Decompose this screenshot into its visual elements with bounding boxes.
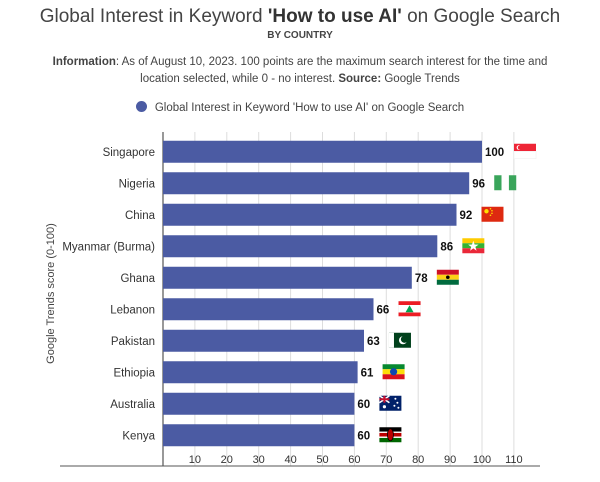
x-tick-label: 40 xyxy=(284,454,296,466)
bar[interactable] xyxy=(163,392,355,415)
value-label: 60 xyxy=(357,430,370,442)
flag-china-icon xyxy=(481,206,504,222)
flag-myanmar-icon xyxy=(462,238,485,254)
category-label: Ethiopia xyxy=(113,367,155,379)
category-label: Australia xyxy=(110,399,155,411)
x-tick-label: 50 xyxy=(316,454,328,466)
value-label: 61 xyxy=(361,367,374,379)
flag-singapore-icon xyxy=(513,143,537,159)
bar[interactable] xyxy=(163,298,374,321)
flag-ghana-icon xyxy=(436,269,459,285)
value-label: 63 xyxy=(367,336,380,348)
bar[interactable] xyxy=(163,203,457,226)
bar[interactable] xyxy=(163,172,470,195)
x-tick-label: 110 xyxy=(505,454,523,466)
bar[interactable] xyxy=(163,140,482,163)
y-axis-label: Google Trends score (0-100) xyxy=(45,223,57,364)
title-keyword: 'How to use AI' xyxy=(267,6,402,27)
category-label: Myanmar (Burma) xyxy=(62,241,155,253)
x-tick-label: 20 xyxy=(221,454,233,466)
chart-title: Global Interest in Keyword 'How to use A… xyxy=(39,6,561,27)
value-label: 60 xyxy=(357,399,370,411)
bar[interactable] xyxy=(163,329,364,352)
category-label: Pakistan xyxy=(111,336,155,348)
flag-australia-icon xyxy=(378,395,402,411)
chart-subtitle: BY COUNTRY xyxy=(267,30,333,41)
flag-lebanon-icon xyxy=(398,301,421,317)
bar[interactable] xyxy=(163,235,438,258)
value-label: 92 xyxy=(459,210,472,222)
value-label: 100 xyxy=(485,147,504,159)
value-label: 66 xyxy=(377,304,390,316)
legend-marker xyxy=(135,101,147,112)
chart-legend[interactable]: Global Interest in Keyword 'How to use A… xyxy=(0,101,600,114)
flag-nigeria-icon xyxy=(494,175,517,191)
x-tick-label: 10 xyxy=(189,454,201,466)
bar[interactable] xyxy=(163,361,358,384)
flag-ethiopia-icon xyxy=(382,364,405,380)
legend-label: Global Interest in Keyword 'How to use A… xyxy=(154,102,465,114)
x-tick-label: 100 xyxy=(473,454,491,466)
flag-pakistan-icon xyxy=(388,332,411,348)
x-tick-label: 60 xyxy=(348,454,360,466)
value-label: 96 xyxy=(472,178,485,190)
category-label: Singapore xyxy=(103,147,155,159)
category-label: Ghana xyxy=(120,273,155,285)
flag-kenya-icon xyxy=(379,427,402,443)
value-label: 86 xyxy=(440,241,453,253)
category-label: Lebanon xyxy=(110,304,155,316)
value-label: 78 xyxy=(415,273,428,285)
bar[interactable] xyxy=(163,266,412,289)
category-label: Kenya xyxy=(122,430,155,442)
x-tick-label: 30 xyxy=(253,454,265,466)
category-label: Nigeria xyxy=(119,178,156,190)
x-tick-label: 80 xyxy=(412,454,424,466)
chart-info: Information: As of August 10, 2023. 100 … xyxy=(52,56,548,85)
x-tick-label: 90 xyxy=(444,454,456,466)
category-label: China xyxy=(125,210,156,222)
x-tick-label: 70 xyxy=(380,454,392,466)
bar[interactable] xyxy=(163,424,355,447)
